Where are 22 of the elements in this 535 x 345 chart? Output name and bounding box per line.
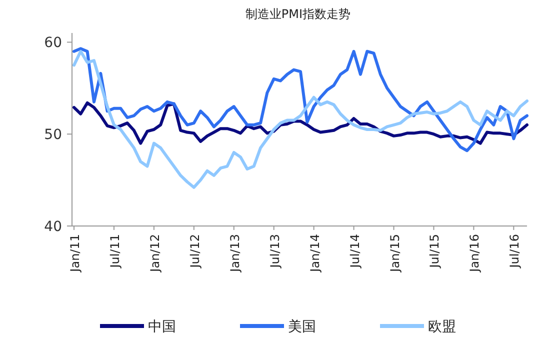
x-tick-label: Jul/13 [268,234,282,269]
x-tick-label: Jan/14 [308,234,322,273]
line-series [72,50,528,189]
line-series [72,47,528,152]
y-tick-label: 50 [44,127,62,144]
x-tick-label: Jul/16 [508,234,522,269]
legend-label: 美国 [288,319,316,335]
line-series [72,101,528,145]
legend-label: 中国 [148,319,176,335]
y-tick-label: 40 [44,219,62,235]
y-tick-label: 60 [44,35,62,52]
legend-label: 欧盟 [428,319,456,335]
x-tick-label: Jul/15 [428,234,442,269]
x-tick-label: Jan/11 [68,234,82,273]
x-tick-label: Jul/14 [348,234,362,269]
x-tick-label: Jul/11 [108,234,122,269]
x-tick-label: Jan/16 [468,234,482,273]
x-tick-label: Jan/12 [148,234,162,273]
x-tick-label: Jul/12 [188,234,202,269]
x-tick-label: Jan/13 [228,234,242,273]
x-tick-label: Jan/15 [388,234,402,273]
chart-title: 制造业PMI指数走势 [245,7,351,21]
